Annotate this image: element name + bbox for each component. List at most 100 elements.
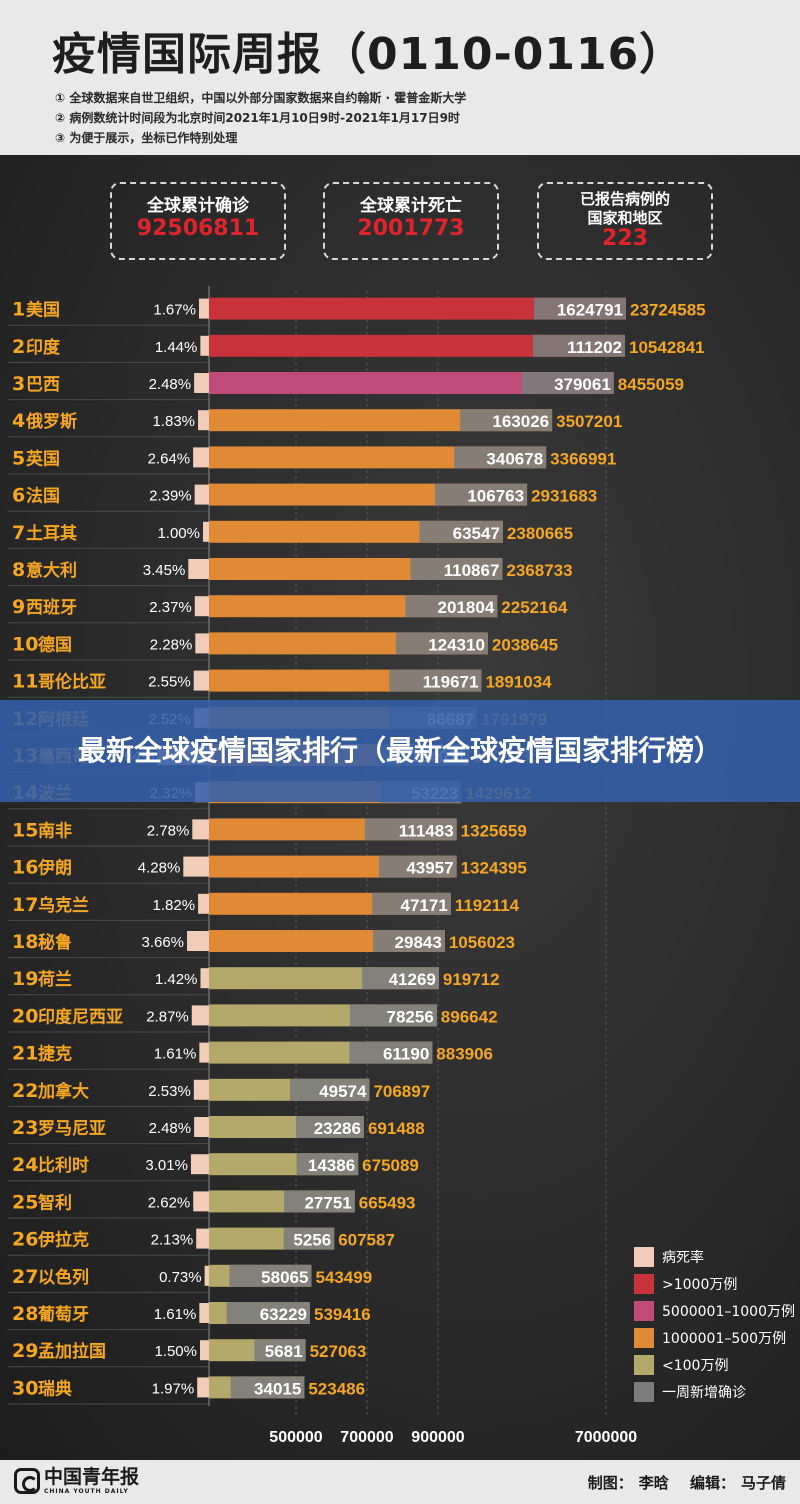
legend-swatch [634,1246,654,1267]
total-label: 539416 [314,1305,371,1324]
death-rate-bar [200,335,209,356]
death-rate-bar [183,856,209,877]
legend-item-under-1m: <100万例 [634,1351,795,1378]
death-rate-bar [195,633,209,654]
legend-label: 1000001–500万例 [662,1330,787,1347]
death-rate-label: 2.39% [149,488,192,505]
editor-name: 马子倩 [740,1474,786,1492]
weekly-label: 111483 [399,821,454,840]
weekly-bar [230,1376,305,1399]
country-label: 俄罗斯 [25,411,77,432]
total-bar [209,372,614,394]
summary-countries-label-line1: 已报告病例的 [579,190,670,208]
total-label: 665493 [359,1193,416,1212]
total-label: 896642 [441,1007,498,1026]
weekly-bar [296,1153,359,1176]
legend-label: 5000001–1000万例 [662,1303,795,1320]
weekly-label: 41269 [389,970,436,989]
weekly-label: 201804 [438,598,495,617]
total-label: 527063 [310,1342,367,1361]
death-rate-label: 3.66% [141,934,184,951]
total-label: 2380665 [507,524,573,543]
weekly-bar [389,669,482,692]
death-rate-label: 1.67% [153,302,196,319]
death-rate-label: 1.44% [155,339,198,356]
weekly-bar [349,1041,433,1064]
rank-label: 16 [12,857,38,879]
country-label: 法国 [26,486,60,507]
death-rate-bar [193,447,209,468]
summary-countries-value: 223 [602,226,648,251]
summary-countries-label-line2: 国家和地区 [587,209,663,227]
rank-label: 19 [12,968,38,990]
death-rate-bar [200,968,209,989]
weekly-label: 61190 [383,1045,429,1064]
weekly-label: 163026 [492,412,549,431]
country-label: 西班牙 [26,598,77,618]
death-rate-label: 3.45% [143,562,186,579]
death-rate-bar [199,1042,209,1063]
weekly-bar [378,855,457,878]
x-tick-label: 900000 [411,1429,464,1446]
death-rate-bar [193,1079,209,1100]
logo-icon [14,1467,40,1494]
weekly-label: 14386 [308,1156,355,1175]
logo-subtitle: CHINA YOUTH DAILY [44,1488,129,1495]
legend-item-1m-5m: 1000001–500万例 [634,1324,795,1351]
death-rate-label: 2.62% [148,1194,191,1211]
death-rate-label: 2.37% [149,599,192,616]
death-rate-bar [194,596,209,617]
death-rate-bar [193,1191,209,1212]
weekly-label: 124310 [428,635,485,654]
death-rate-label: 1.97% [152,1380,195,1397]
rank-label: 18 [12,931,38,953]
rank-label: 22 [12,1080,38,1102]
legend-swatch [634,1300,654,1321]
total-label: 3507201 [556,412,622,431]
rank-label: 4 [12,410,25,432]
country-label: 秘鲁 [38,932,72,953]
weekly-bar [405,595,498,618]
overlay-banner: 最新全球疫情国家排行（最新全球疫情国家排行榜） [0,700,800,802]
weekly-label: 78256 [387,1007,434,1026]
weekly-bar [284,1190,355,1213]
country-label: 南非 [38,820,72,841]
death-rate-bar [196,1228,209,1249]
death-rate-label: 2.13% [151,1232,194,1249]
country-label: 乌克兰 [38,895,89,916]
x-tick-label: 700000 [340,1429,393,1446]
country-label: 土耳其 [26,523,77,544]
legend-item-death-rate: 病死率 [634,1243,795,1270]
weekly-bar [362,967,439,990]
weekly-label: 111202 [567,338,622,357]
weekly-bar [295,1116,364,1138]
legend-label: >1000万例 [662,1276,738,1293]
weekly-label: 23286 [314,1119,361,1138]
country-label: 德国 [38,634,72,655]
country-label: 比利时 [38,1155,89,1176]
country-label: 英国 [26,448,60,469]
death-rate-bar [193,670,209,691]
death-rate-label: 2.87% [146,1008,189,1025]
credits: 制图： 李晗 编辑： 马子倩 [582,1472,786,1493]
legend-label: 病死率 [662,1249,704,1266]
weekly-label: 27751 [304,1193,351,1212]
country-label: 巴西 [26,375,60,395]
total-label: 2038645 [492,635,558,654]
x-tick-label: 7000000 [575,1429,637,1446]
legend-item-weekly: 一周新增确诊 [634,1378,795,1405]
rank-label: 10 [12,633,38,655]
maker-label: 制图： [587,1474,633,1492]
legend: 病死率 >1000万例 5000001–1000万例 1000001–500万例… [634,1243,795,1405]
death-rate-label: 2.78% [147,822,190,839]
total-label: 1891034 [485,673,552,692]
death-rate-label: 1.00% [157,525,200,542]
note-2: ② 病例数统计时间段为北京时间2021年1月10日9时-2021年1月17日9时 [55,111,460,125]
weekly-bar [226,1302,310,1324]
weekly-bar [254,1339,306,1362]
summary-deaths-label: 全球累计死亡 [360,196,462,216]
death-rate-bar [199,1303,209,1323]
legend-swatch [634,1381,654,1402]
summary-countries: 已报告病例的 国家和地区 223 [537,182,713,260]
weekly-bar [229,1264,312,1287]
